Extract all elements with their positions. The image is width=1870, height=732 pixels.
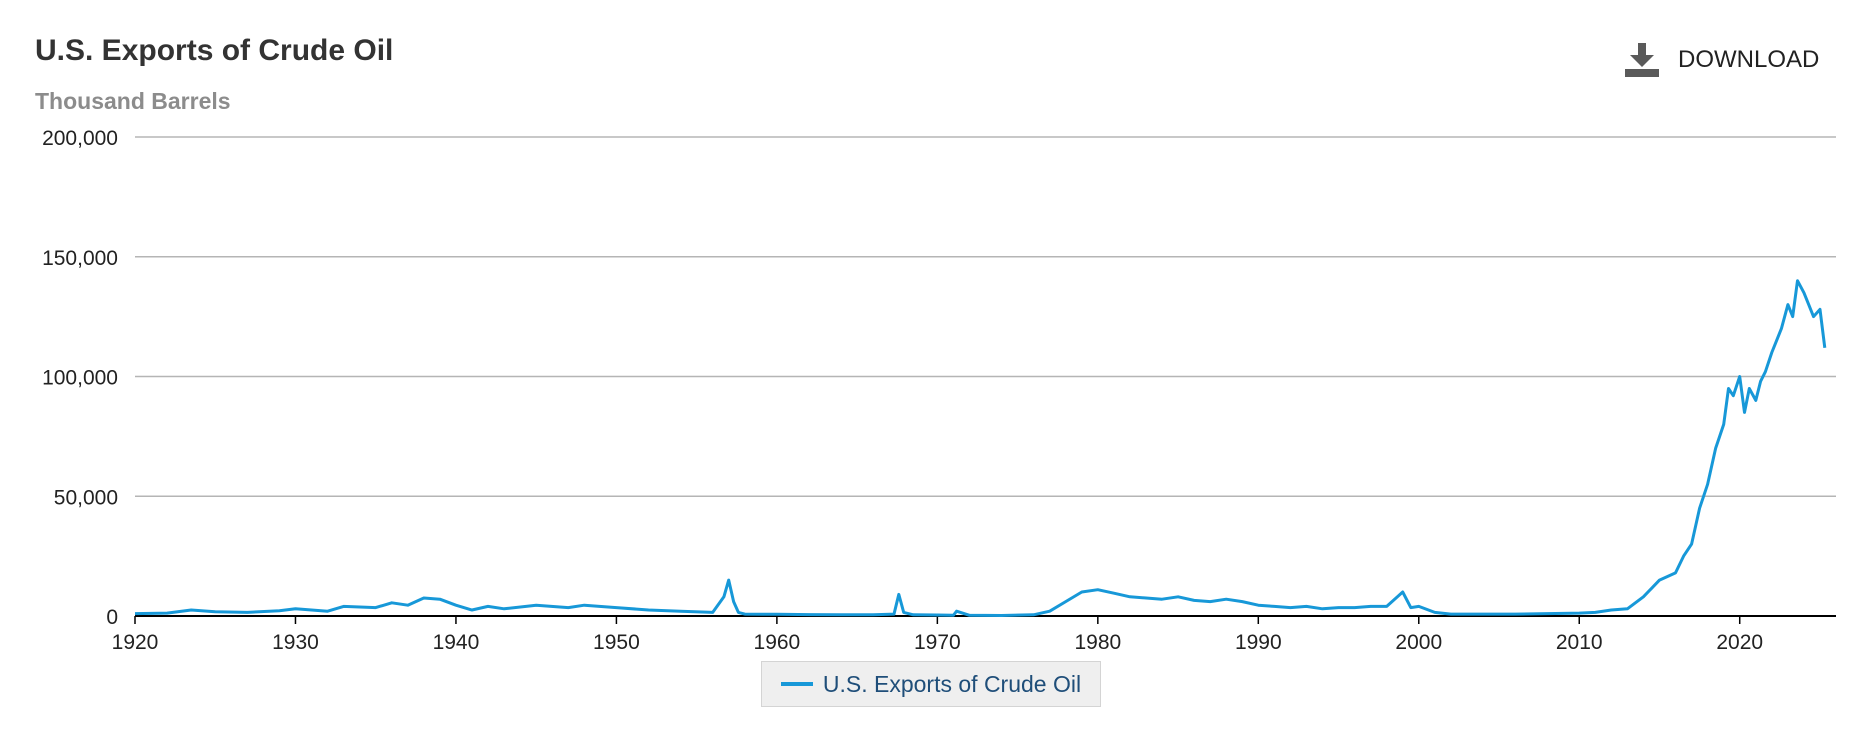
chart-subtitle: Thousand Barrels: [35, 88, 231, 114]
series-line: [134, 279, 1827, 617]
x-tick-label: 1940: [433, 631, 480, 654]
x-tick-label: 1990: [1235, 631, 1282, 654]
download-label: DOWNLOAD: [1678, 46, 1820, 73]
chart-title: U.S. Exports of Crude Oil: [35, 34, 394, 67]
x-tick-label: 1930: [272, 631, 319, 654]
y-axis-ticks: 0 50,000 100,000 150,000 200,000: [42, 127, 118, 629]
x-tick-label: 1980: [1074, 631, 1121, 654]
download-icon: [1625, 43, 1659, 77]
x-tick-label: 2010: [1556, 631, 1603, 654]
y-tick-label: 100,000: [42, 367, 118, 390]
y-tick-label: 150,000: [42, 247, 118, 270]
y-tick-label: 200,000: [42, 127, 118, 150]
x-tick-label: 1960: [754, 631, 801, 654]
legend-label: U.S. Exports of Crude Oil: [822, 670, 1082, 697]
x-tick-label: 1970: [914, 631, 961, 654]
y-tick-label: 50,000: [54, 486, 118, 509]
x-axis-ticks: 1920 1930 1940 1950 1960 1970 1980 1990 2000 2010…: [112, 616, 1763, 654]
grid-lines: [135, 136, 1836, 617]
x-tick-label: 1950: [593, 631, 640, 654]
x-tick-label: 2000: [1395, 631, 1442, 654]
x-tick-label: 2020: [1716, 631, 1763, 654]
series-layer: [134, 279, 1827, 617]
legend-item[interactable]: U.S. Exports of Crude Oil: [761, 661, 1101, 707]
x-tick-label: 1920: [112, 631, 159, 654]
y-tick-label: 0: [106, 606, 118, 629]
download-button[interactable]: DOWNLOAD: [1624, 40, 1819, 80]
legend-swatch: [780, 682, 813, 686]
